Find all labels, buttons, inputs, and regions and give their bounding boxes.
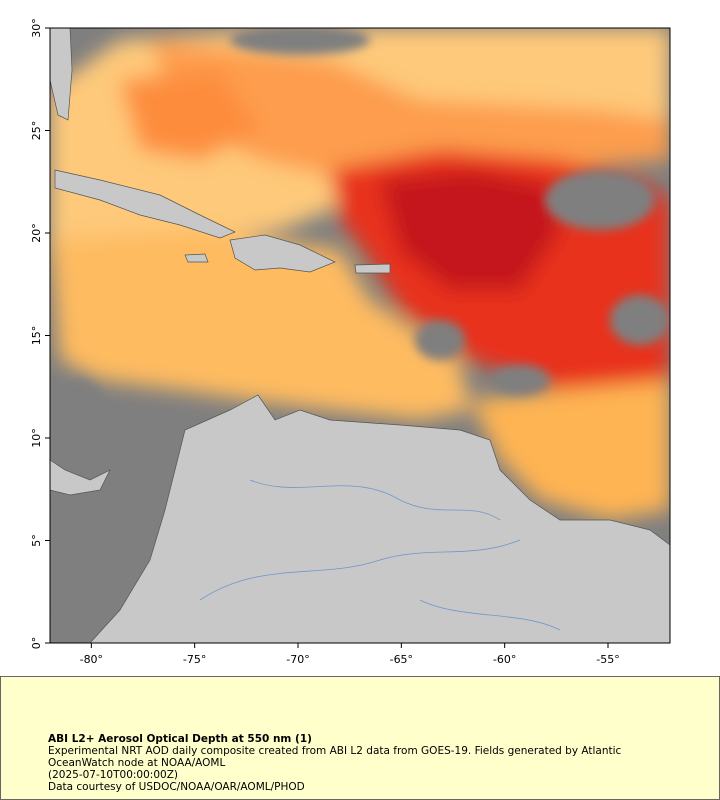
map: -80° -75° -70° -65° -60° -55° 0° 5° 10° 15° 20° 25°… (30, 18, 671, 666)
y-tick-label: 25° (30, 121, 43, 141)
y-tick-label: 15° (30, 326, 43, 346)
x-tick-label: -70° (286, 653, 309, 666)
caption-title: ABI L2+ Aerosol Optical Depth at 550 nm … (48, 733, 312, 745)
y-tick-label: 0° (30, 637, 43, 650)
x-tick-label: -55° (596, 653, 619, 666)
y-tick-label: 30° (30, 18, 43, 38)
x-tick-label: -80° (80, 653, 103, 666)
caption-description: Experimental NRT AOD daily composite cre… (48, 745, 622, 769)
map-image (50, 28, 670, 643)
x-tick-label: -65° (390, 653, 413, 666)
caption-credit: Data courtesy of USDOC/NOAA/OAR/AOML/PHO… (48, 781, 305, 793)
x-tick-label: -75° (183, 653, 206, 666)
y-tick-label: 5° (30, 534, 43, 547)
y-tick-label: 20° (30, 223, 43, 243)
x-tick-label: -60° (493, 653, 516, 666)
caption-time: (2025-07-10T00:00:00Z) (48, 769, 178, 781)
caption-box: ABI L2+ Aerosol Optical Depth at 550 nm … (0, 676, 720, 800)
y-tick-label: 10° (30, 428, 43, 448)
